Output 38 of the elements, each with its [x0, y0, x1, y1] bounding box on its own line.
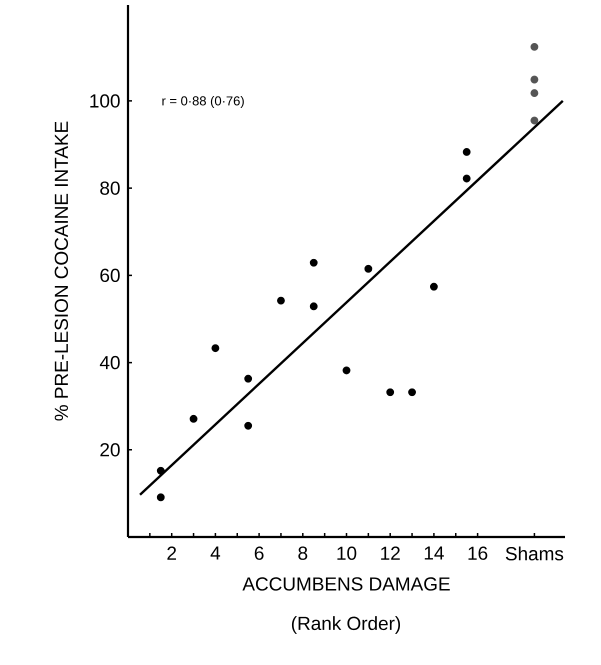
- y-axis-title: % PRE-LESION COCAINE INTAKE: [54, 122, 68, 421]
- text: (Rank Order): [292, 616, 400, 634]
- x-tick-label: 16: [468, 546, 488, 560]
- point: [277, 296, 285, 305]
- x-tick-label: 2: [167, 546, 176, 560]
- point: [156, 493, 165, 502]
- y-tick-label: 60: [100, 268, 120, 282]
- x-axis-title: ACCUMBENS DAMAGE: [242, 577, 450, 591]
- point: [408, 388, 416, 396]
- x-tick-label: 4: [210, 546, 220, 560]
- x-tick-label: 8: [298, 546, 308, 560]
- y-tick-label: 80: [100, 181, 120, 195]
- point: [462, 148, 471, 156]
- point: [530, 76, 538, 84]
- point: [462, 174, 471, 182]
- point: [212, 344, 220, 352]
- x-tick-label: 6: [254, 546, 264, 560]
- point: [310, 258, 318, 267]
- x-tick-label: 14: [424, 546, 444, 560]
- point: [190, 414, 198, 423]
- point: [386, 388, 394, 396]
- y-tick-label: 20: [100, 443, 120, 456]
- point: [244, 422, 252, 430]
- point: [530, 89, 538, 97]
- x-tick-label: 10: [337, 546, 356, 560]
- point: [364, 264, 372, 273]
- point: [156, 466, 165, 475]
- point: [342, 366, 350, 374]
- y-tick-label: 100: [90, 94, 120, 108]
- point: [244, 374, 252, 383]
- x-tick-label: 12: [381, 546, 400, 560]
- point: [430, 282, 438, 291]
- point: [310, 302, 318, 310]
- point: [530, 42, 538, 51]
- y-tick-label: 40: [100, 356, 120, 370]
- annotation: r = 0·88 (0·76): [162, 96, 244, 108]
- x-tick-label: Shams: [506, 546, 564, 560]
- point: [530, 116, 538, 124]
